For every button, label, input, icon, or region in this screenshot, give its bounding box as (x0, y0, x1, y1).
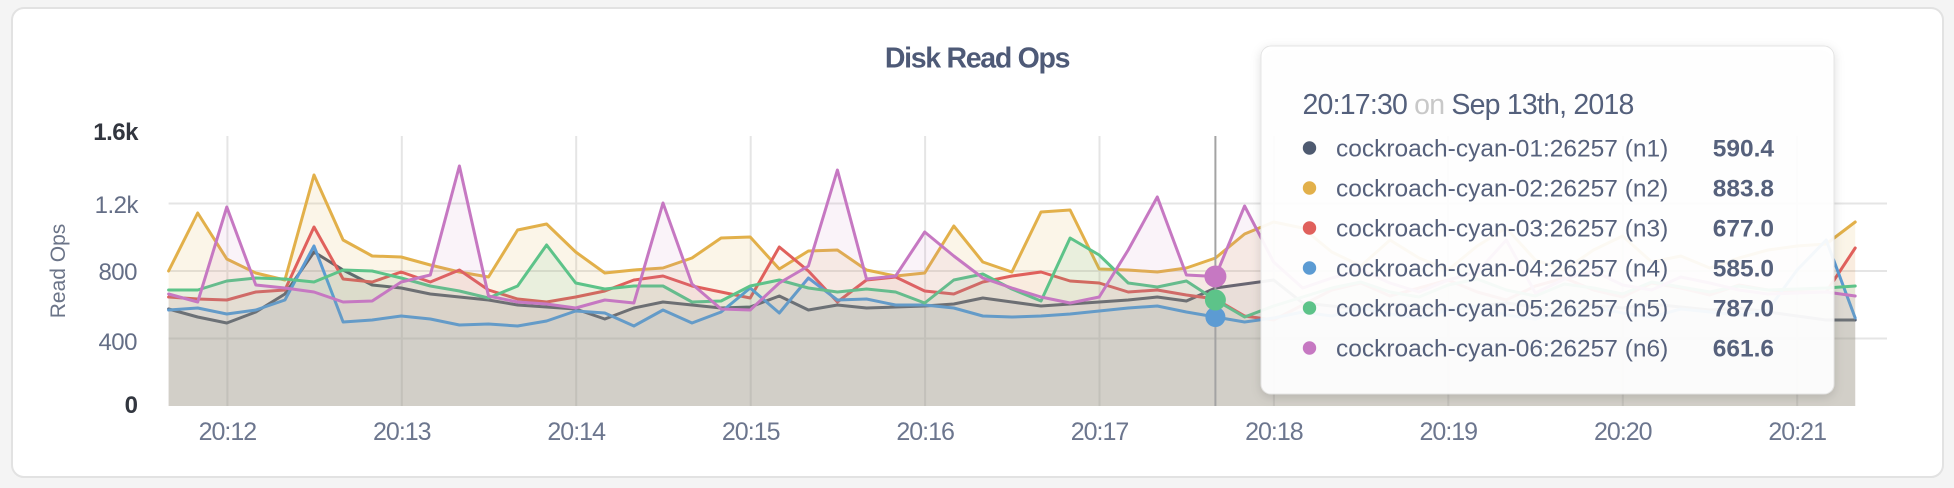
svg-text:787.0: 787.0 (1713, 296, 1774, 323)
svg-text:cockroach-cyan-06:26257 (n6): cockroach-cyan-06:26257 (n6) (1336, 336, 1668, 363)
svg-text:661.6: 661.6 (1713, 336, 1774, 363)
svg-text:cockroach-cyan-03:26257 (n3): cockroach-cyan-03:26257 (n3) (1336, 216, 1668, 243)
svg-text:20:21: 20:21 (1768, 418, 1826, 446)
svg-text:20:19: 20:19 (1420, 418, 1478, 446)
svg-text:883.8: 883.8 (1713, 176, 1774, 203)
svg-text:20:18: 20:18 (1245, 418, 1303, 446)
svg-text:cockroach-cyan-04:26257 (n4): cockroach-cyan-04:26257 (n4) (1336, 256, 1668, 283)
svg-text:cockroach-cyan-02:26257 (n2): cockroach-cyan-02:26257 (n2) (1336, 176, 1668, 203)
svg-text:20:16: 20:16 (896, 418, 954, 446)
svg-text:400: 400 (98, 329, 137, 356)
svg-text:677.0: 677.0 (1713, 216, 1774, 243)
svg-text:20:14: 20:14 (547, 418, 606, 446)
svg-text:20:17: 20:17 (1071, 418, 1129, 446)
svg-text:585.0: 585.0 (1713, 256, 1774, 283)
svg-text:Disk Read Ops: Disk Read Ops (885, 43, 1070, 75)
svg-text:20:17:30 on Sep 13th, 2018: 20:17:30 on Sep 13th, 2018 (1303, 89, 1634, 121)
svg-text:20:15: 20:15 (722, 418, 780, 446)
svg-text:590.4: 590.4 (1713, 136, 1775, 163)
svg-text:0: 0 (125, 392, 138, 419)
svg-text:20:12: 20:12 (199, 418, 257, 446)
svg-text:20:13: 20:13 (373, 418, 431, 446)
svg-text:800: 800 (98, 259, 137, 286)
svg-text:cockroach-cyan-05:26257 (n5): cockroach-cyan-05:26257 (n5) (1336, 296, 1668, 323)
svg-text:cockroach-cyan-01:26257 (n1): cockroach-cyan-01:26257 (n1) (1336, 136, 1668, 163)
svg-text:1.6k: 1.6k (93, 119, 139, 146)
svg-text:20:20: 20:20 (1594, 418, 1652, 446)
svg-text:1.2k: 1.2k (95, 192, 140, 219)
svg-text:Read Ops: Read Ops (47, 224, 70, 319)
